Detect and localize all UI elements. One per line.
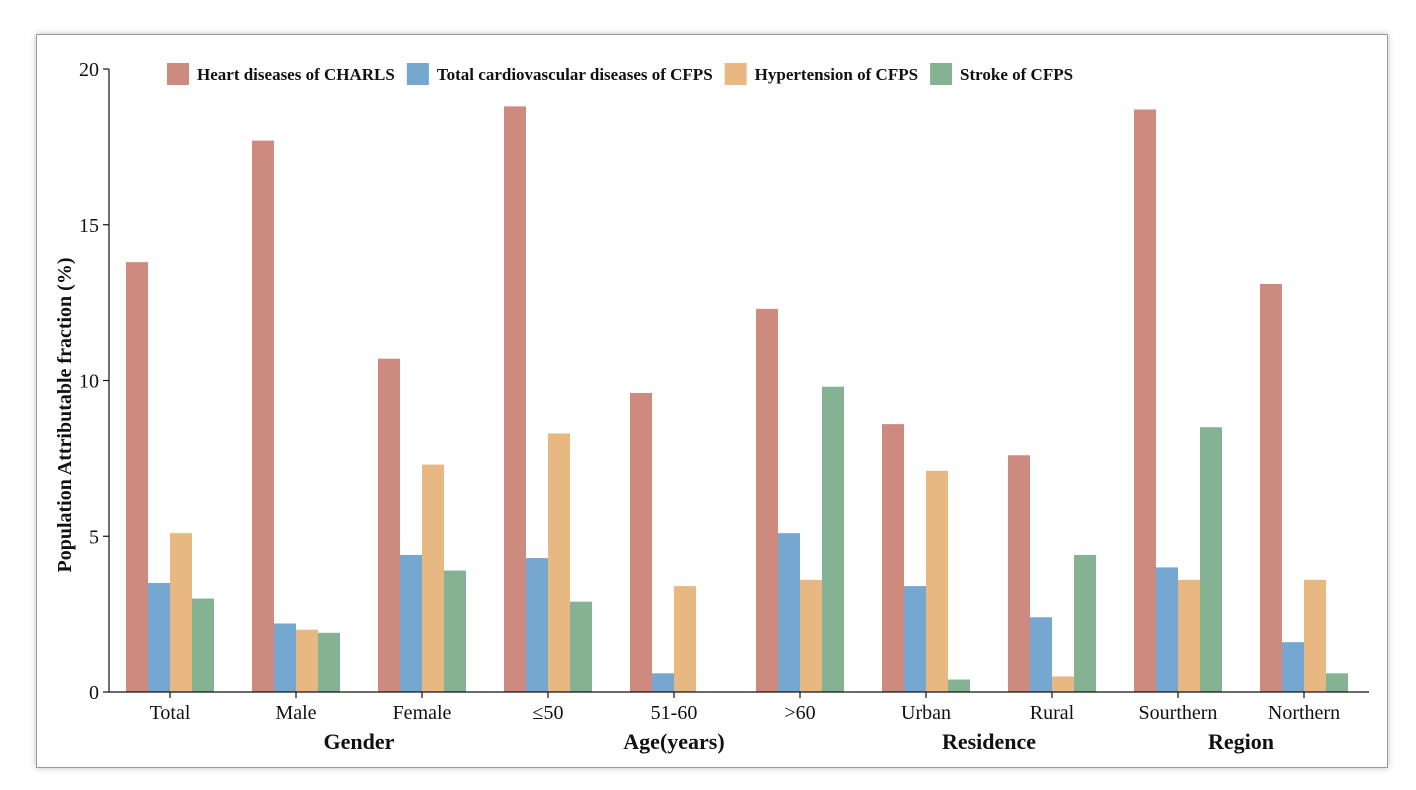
y-axis-label: Population Attributable fraction (%) (54, 258, 76, 573)
bar-heart-diseases-of-charls-51-60 (630, 392, 652, 692)
bar-heart-diseases-of-charls-total (126, 262, 148, 692)
bar-heart-diseases-of-charls-sourthern (1134, 109, 1156, 693)
legend-item-heart-diseases-of-charls: Heart diseases of CHARLS (167, 63, 395, 85)
bar-hypertension-of-cfps-female (422, 464, 444, 692)
x-tick-label-sourthern: Sourthern (1139, 702, 1218, 724)
bar-total-cardiovascular-diseases-of-cfps-60 (778, 533, 800, 692)
bar-stroke-of-cfps-male (318, 632, 340, 692)
y-tick-label: 5 (89, 526, 99, 548)
bar-heart-diseases-of-charls-60 (756, 308, 778, 692)
legend-label: Hypertension of CFPS (755, 65, 918, 84)
bar-hypertension-of-cfps-50 (548, 433, 570, 692)
bar-total-cardiovascular-diseases-of-cfps-northern (1282, 642, 1304, 692)
x-tick-label-60: >60 (784, 702, 815, 724)
y-tick-label: 20 (79, 59, 99, 81)
bar-heart-diseases-of-charls-rural (1008, 455, 1030, 692)
legend-label: Total cardiovascular diseases of CFPS (437, 65, 713, 84)
bar-total-cardiovascular-diseases-of-cfps-urban (904, 586, 926, 692)
bar-stroke-of-cfps-sourthern (1200, 427, 1222, 692)
chart-frame: Heart diseases of CHARLS Total cardiovasc… (36, 34, 1388, 768)
group-label-age-years: Age(years) (623, 729, 724, 754)
x-tick-label-51-60: 51-60 (651, 702, 698, 724)
legend-item-stroke-of-cfps: Stroke of CFPS (930, 63, 1073, 85)
bar-stroke-of-cfps-60 (822, 386, 844, 692)
x-tick-label-50: ≤50 (533, 702, 564, 724)
bar-hypertension-of-cfps-rural (1052, 676, 1074, 692)
x-tick-label-total: Total (150, 702, 191, 724)
bar-stroke-of-cfps-rural (1074, 554, 1096, 692)
group-label-gender: Gender (324, 729, 395, 754)
x-tick-label-female: Female (393, 702, 452, 724)
bar-heart-diseases-of-charls-male (252, 140, 274, 692)
y-tick-label: 0 (89, 682, 99, 704)
bar-heart-diseases-of-charls-50 (504, 106, 526, 692)
legend-swatch (406, 63, 429, 85)
x-tick-label-urban: Urban (901, 702, 951, 724)
bar-heart-diseases-of-charls-urban (882, 424, 904, 692)
legend-item-hypertension-of-cfps: Hypertension of CFPS (724, 63, 918, 85)
y-axis: 0 5 10 15 20 (79, 59, 110, 704)
x-axis: Total Male Female ≤50 51-60 >60 Urban Rural Sour… (109, 691, 1369, 754)
bar-total-cardiovascular-diseases-of-cfps-51-60 (652, 673, 674, 692)
legend-label: Heart diseases of CHARLS (197, 65, 395, 84)
bar-stroke-of-cfps-urban (948, 679, 970, 692)
series-total-cardiovascular-diseases-of-cfps (148, 533, 1304, 692)
bar-hypertension-of-cfps-51-60 (674, 586, 696, 692)
series-hypertension-of-cfps (170, 433, 1326, 692)
bar-hypertension-of-cfps-sourthern (1178, 579, 1200, 692)
bar-stroke-of-cfps-northern (1326, 673, 1348, 692)
bar-total-cardiovascular-diseases-of-cfps-male (274, 623, 296, 692)
bar-hypertension-of-cfps-northern (1304, 579, 1326, 692)
series-heart-diseases-of-charls (126, 106, 1282, 693)
group-label-region: Region (1208, 729, 1274, 754)
bar-total-cardiovascular-diseases-of-cfps-total (148, 582, 170, 692)
bar-total-cardiovascular-diseases-of-cfps-sourthern (1156, 567, 1178, 692)
x-tick-label-rural: Rural (1030, 702, 1075, 724)
bars (126, 106, 1348, 693)
bar-total-cardiovascular-diseases-of-cfps-50 (526, 558, 548, 692)
legend-label: Stroke of CFPS (960, 65, 1073, 84)
x-tick-label-northern: Northern (1268, 702, 1340, 724)
bar-hypertension-of-cfps-total (170, 533, 192, 692)
group-label-residence: Residence (942, 729, 1036, 754)
legend-swatch (167, 63, 189, 85)
bar-hypertension-of-cfps-male (296, 629, 318, 692)
bar-stroke-of-cfps-50 (570, 601, 592, 692)
x-tick-label-male: Male (275, 702, 316, 724)
legend-item-total-cardiovascular-diseases-of-cfps: Total cardiovascular diseases of CFPS (406, 63, 713, 85)
bar-heart-diseases-of-charls-northern (1260, 283, 1282, 692)
series-stroke-of-cfps (192, 386, 1348, 692)
y-tick-label: 15 (79, 215, 99, 237)
bar-stroke-of-cfps-female (444, 570, 466, 692)
bar-stroke-of-cfps-total (192, 598, 214, 692)
legend: Heart diseases of CHARLS Total cardiovasc… (167, 63, 1073, 85)
legend-swatch (930, 63, 953, 85)
bar-hypertension-of-cfps-urban (926, 470, 948, 692)
bar-chart: Heart diseases of CHARLS Total cardiovasc… (54, 59, 1369, 754)
bar-total-cardiovascular-diseases-of-cfps-rural (1030, 617, 1052, 692)
y-tick-label: 10 (79, 371, 99, 393)
bar-hypertension-of-cfps-60 (800, 579, 822, 692)
legend-swatch (724, 63, 747, 85)
bar-total-cardiovascular-diseases-of-cfps-female (400, 554, 422, 692)
bar-heart-diseases-of-charls-female (378, 358, 400, 692)
